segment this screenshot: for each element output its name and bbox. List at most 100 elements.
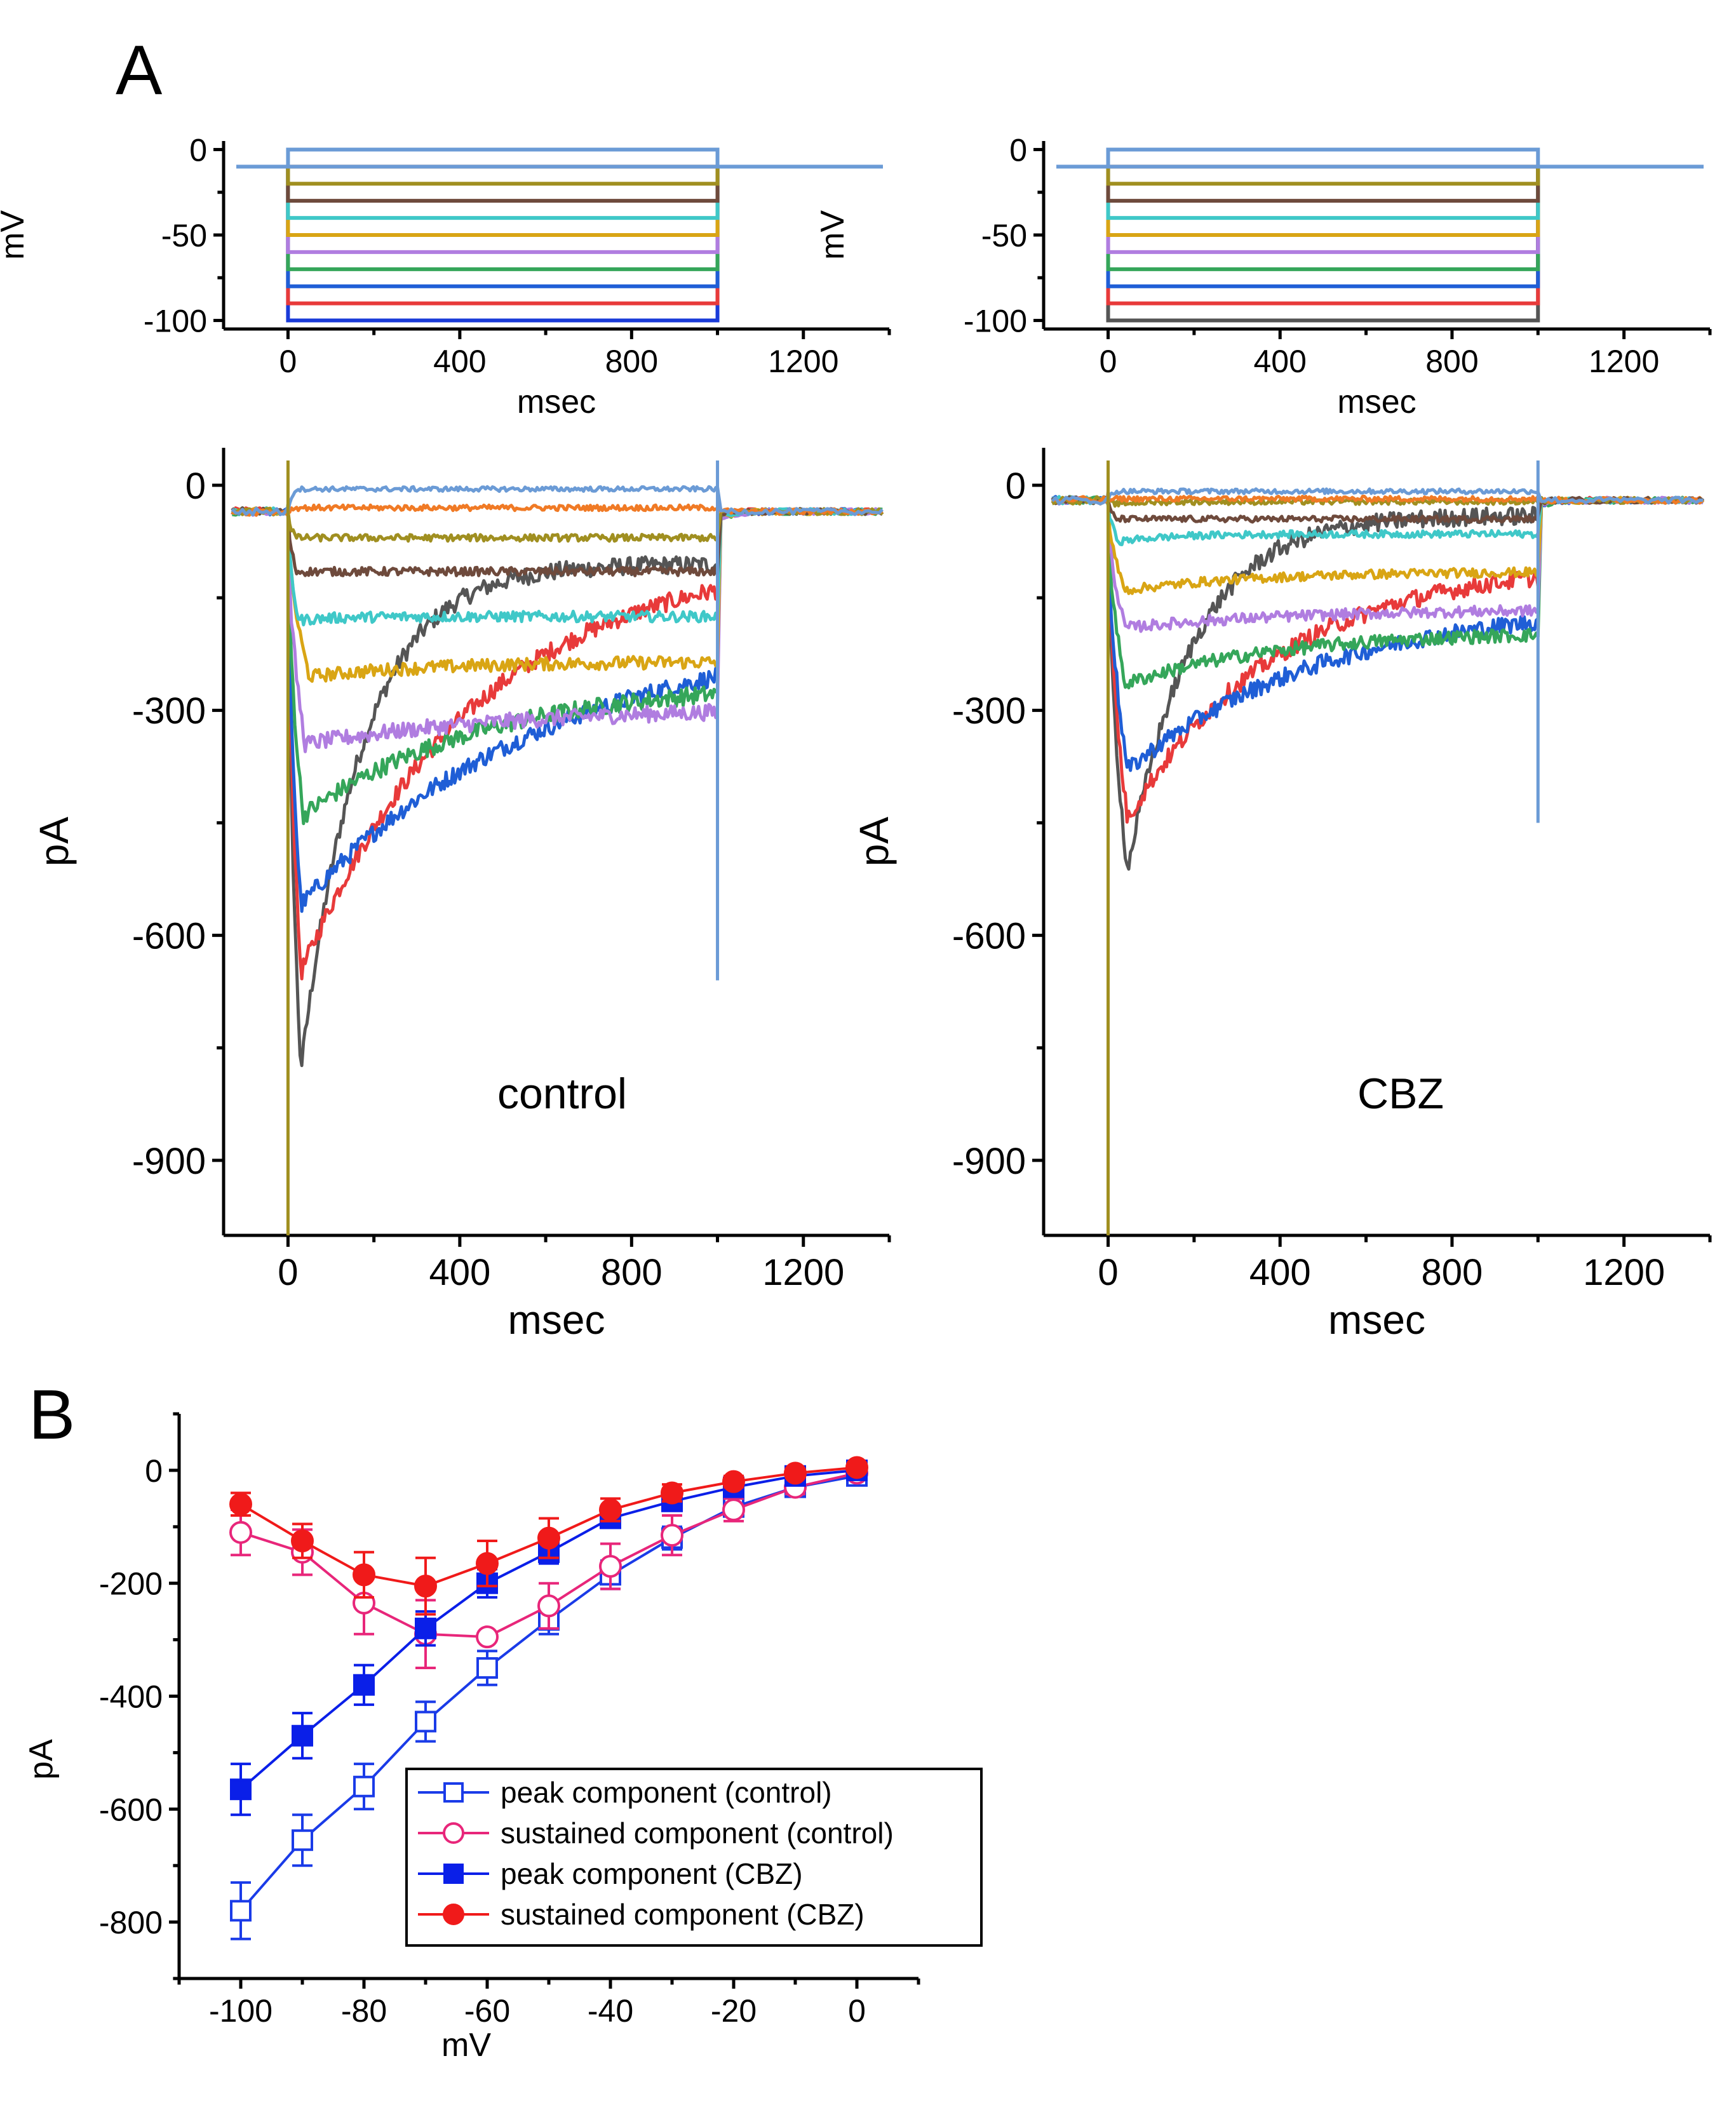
- current-trace--40mV: [231, 504, 884, 627]
- data-point: [476, 1552, 499, 1575]
- data-point: [537, 1594, 560, 1618]
- voltage-step-0: [1106, 147, 1540, 167]
- y-axis-label: mV: [814, 210, 851, 260]
- legend-marker: [443, 1904, 464, 1925]
- current-trace--80mV: [1051, 495, 1705, 772]
- x-tick-label: -100: [209, 1993, 273, 2029]
- voltage-step-4: [1106, 166, 1540, 220]
- data-point: [661, 1481, 683, 1505]
- currents-cbz-chart: 0 400 800 1200 0 -300 -600 -900 msec pA CBZ: [851, 448, 1712, 1343]
- protocol-control-chart: 0 400 800 1200 0 -50 -100 msec mV: [0, 132, 891, 420]
- current-trace--30mV: [231, 506, 883, 577]
- data-point: [599, 1498, 622, 1522]
- x-tick-label: 0: [1098, 1252, 1118, 1293]
- current-trace--10mV: [1052, 494, 1704, 505]
- voltage-step-10: [286, 166, 720, 323]
- y-tick-label: 0: [145, 1453, 163, 1489]
- condition-label: control: [497, 1070, 627, 1118]
- legend-label: peak component (CBZ): [501, 1857, 803, 1890]
- y-tick-label: -300: [952, 690, 1026, 732]
- y-tick-label: 0: [185, 466, 206, 507]
- voltage-step-6: [1106, 166, 1540, 254]
- x-axis-label: msec: [517, 384, 596, 420]
- voltage-step-10: [1106, 166, 1540, 323]
- y-tick-label: -100: [144, 304, 207, 339]
- y-tick-label: 0: [1009, 132, 1027, 168]
- data-point: [353, 1775, 375, 1797]
- current-trace--10mV: [231, 503, 884, 517]
- x-tick-label: -80: [341, 1993, 387, 2029]
- x-tick-label: -20: [711, 1993, 757, 2029]
- x-tick-label: 0: [279, 344, 297, 379]
- voltage-step-6: [286, 166, 720, 254]
- data-point: [599, 1555, 622, 1578]
- x-tick-label: 400: [433, 344, 486, 379]
- iv-curve-chart: -100 -80 -60 -40 -20 00-200-400-600-800mVpApe…: [23, 1412, 983, 2064]
- current-trace--20mV: [231, 507, 884, 543]
- x-tick-label: 800: [601, 1252, 663, 1293]
- current-trace--70mV: [232, 502, 883, 826]
- data-point: [476, 1657, 498, 1679]
- data-point: [415, 1617, 436, 1639]
- x-tick-label: 800: [605, 344, 658, 379]
- y-tick-label: -600: [132, 915, 206, 957]
- data-point: [845, 1456, 868, 1479]
- voltage-step-2: [286, 166, 720, 186]
- y-axis-label: pA: [31, 817, 77, 867]
- legend-box: [405, 1768, 983, 1947]
- y-tick-label: -600: [99, 1792, 163, 1827]
- current-trace--80mV: [231, 505, 883, 913]
- x-tick-label: 400: [429, 1252, 490, 1293]
- x-tick-label: 0: [848, 1993, 866, 2029]
- x-tick-label: 0: [1100, 344, 1117, 379]
- x-axis-label: msec: [508, 1297, 605, 1343]
- panel-a-label: A: [116, 31, 163, 109]
- y-tick-label: 0: [189, 132, 207, 168]
- voltage-step-4: [286, 166, 720, 220]
- y-tick-label: -50: [161, 218, 207, 253]
- data-point: [292, 1829, 313, 1851]
- current-trace--100mV: [231, 504, 884, 1068]
- data-point: [291, 1529, 314, 1553]
- current-trace--70mV: [1051, 495, 1704, 690]
- data-point: [292, 1724, 313, 1747]
- y-tick-label: -900: [952, 1141, 1026, 1182]
- x-tick-label: 400: [1249, 1252, 1311, 1293]
- data-point: [415, 1710, 436, 1733]
- x-tick-label: -40: [588, 1993, 633, 2029]
- data-point: [476, 1625, 499, 1649]
- x-tick-label: 800: [1425, 344, 1478, 379]
- data-point: [722, 1470, 745, 1493]
- x-axis-label: msec: [1328, 1297, 1425, 1343]
- legend-label: sustained component (CBZ): [501, 1898, 865, 1931]
- data-point: [230, 1900, 252, 1922]
- y-tick-label: 0: [1006, 466, 1026, 507]
- x-tick-label: 400: [1254, 344, 1307, 379]
- y-tick-label: -100: [964, 304, 1027, 339]
- legend-label: peak component (control): [501, 1776, 832, 1809]
- condition-label: CBZ: [1357, 1070, 1444, 1118]
- y-tick-label: -900: [132, 1141, 206, 1182]
- y-tick-label: -300: [132, 690, 206, 732]
- x-tick-label: 1200: [1589, 344, 1659, 379]
- current-trace--90mV: [1051, 492, 1704, 824]
- data-point: [722, 1498, 745, 1522]
- x-tick-label: 1200: [762, 1252, 844, 1293]
- current-trace--60mV: [231, 507, 884, 753]
- y-tick-label: -800: [99, 1905, 163, 1940]
- x-axis-label: msec: [1337, 384, 1416, 420]
- y-axis-label: pA: [851, 817, 897, 867]
- data-point: [414, 1575, 437, 1598]
- data-point: [229, 1493, 252, 1516]
- y-axis-label: pA: [23, 1739, 60, 1780]
- current-trace--60mV: [1051, 494, 1704, 633]
- current-trace--30mV: [1051, 495, 1704, 524]
- current-trace--50mV: [231, 506, 883, 683]
- x-tick-label: -60: [464, 1993, 510, 2029]
- x-tick-label: 800: [1422, 1252, 1483, 1293]
- y-tick-label: -50: [981, 218, 1027, 253]
- x-tick-label: 1200: [768, 344, 838, 379]
- y-tick-label: -400: [99, 1679, 163, 1715]
- y-axis-label: mV: [0, 210, 31, 260]
